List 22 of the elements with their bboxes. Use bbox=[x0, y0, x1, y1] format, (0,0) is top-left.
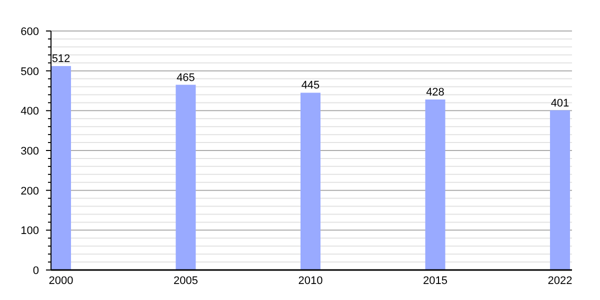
y-tick-label: 600 bbox=[20, 26, 39, 38]
bar bbox=[550, 110, 570, 270]
x-tick-label: 2005 bbox=[174, 275, 198, 287]
data-label: 512 bbox=[52, 53, 70, 66]
y-tick-label: 200 bbox=[20, 185, 39, 198]
data-label: 401 bbox=[550, 97, 570, 110]
x-tick-label: 2010 bbox=[298, 275, 323, 287]
x-tick-label: 2022 bbox=[548, 275, 572, 287]
x-tick-label: 2015 bbox=[423, 275, 448, 287]
y-tick-label: 300 bbox=[20, 146, 39, 158]
y-tick-label: 100 bbox=[20, 225, 39, 238]
bar bbox=[300, 92, 320, 270]
data-label: 445 bbox=[301, 80, 320, 92]
x-tick-label: 2000 bbox=[48, 275, 74, 287]
bar bbox=[176, 84, 196, 270]
y-tick-label: 0 bbox=[32, 265, 39, 277]
data-label: 428 bbox=[426, 86, 444, 99]
bar bbox=[51, 66, 71, 270]
y-tick-label: 400 bbox=[20, 106, 39, 118]
data-label: 465 bbox=[176, 72, 195, 84]
bar bbox=[425, 100, 446, 270]
y-tick-label: 500 bbox=[20, 66, 39, 78]
